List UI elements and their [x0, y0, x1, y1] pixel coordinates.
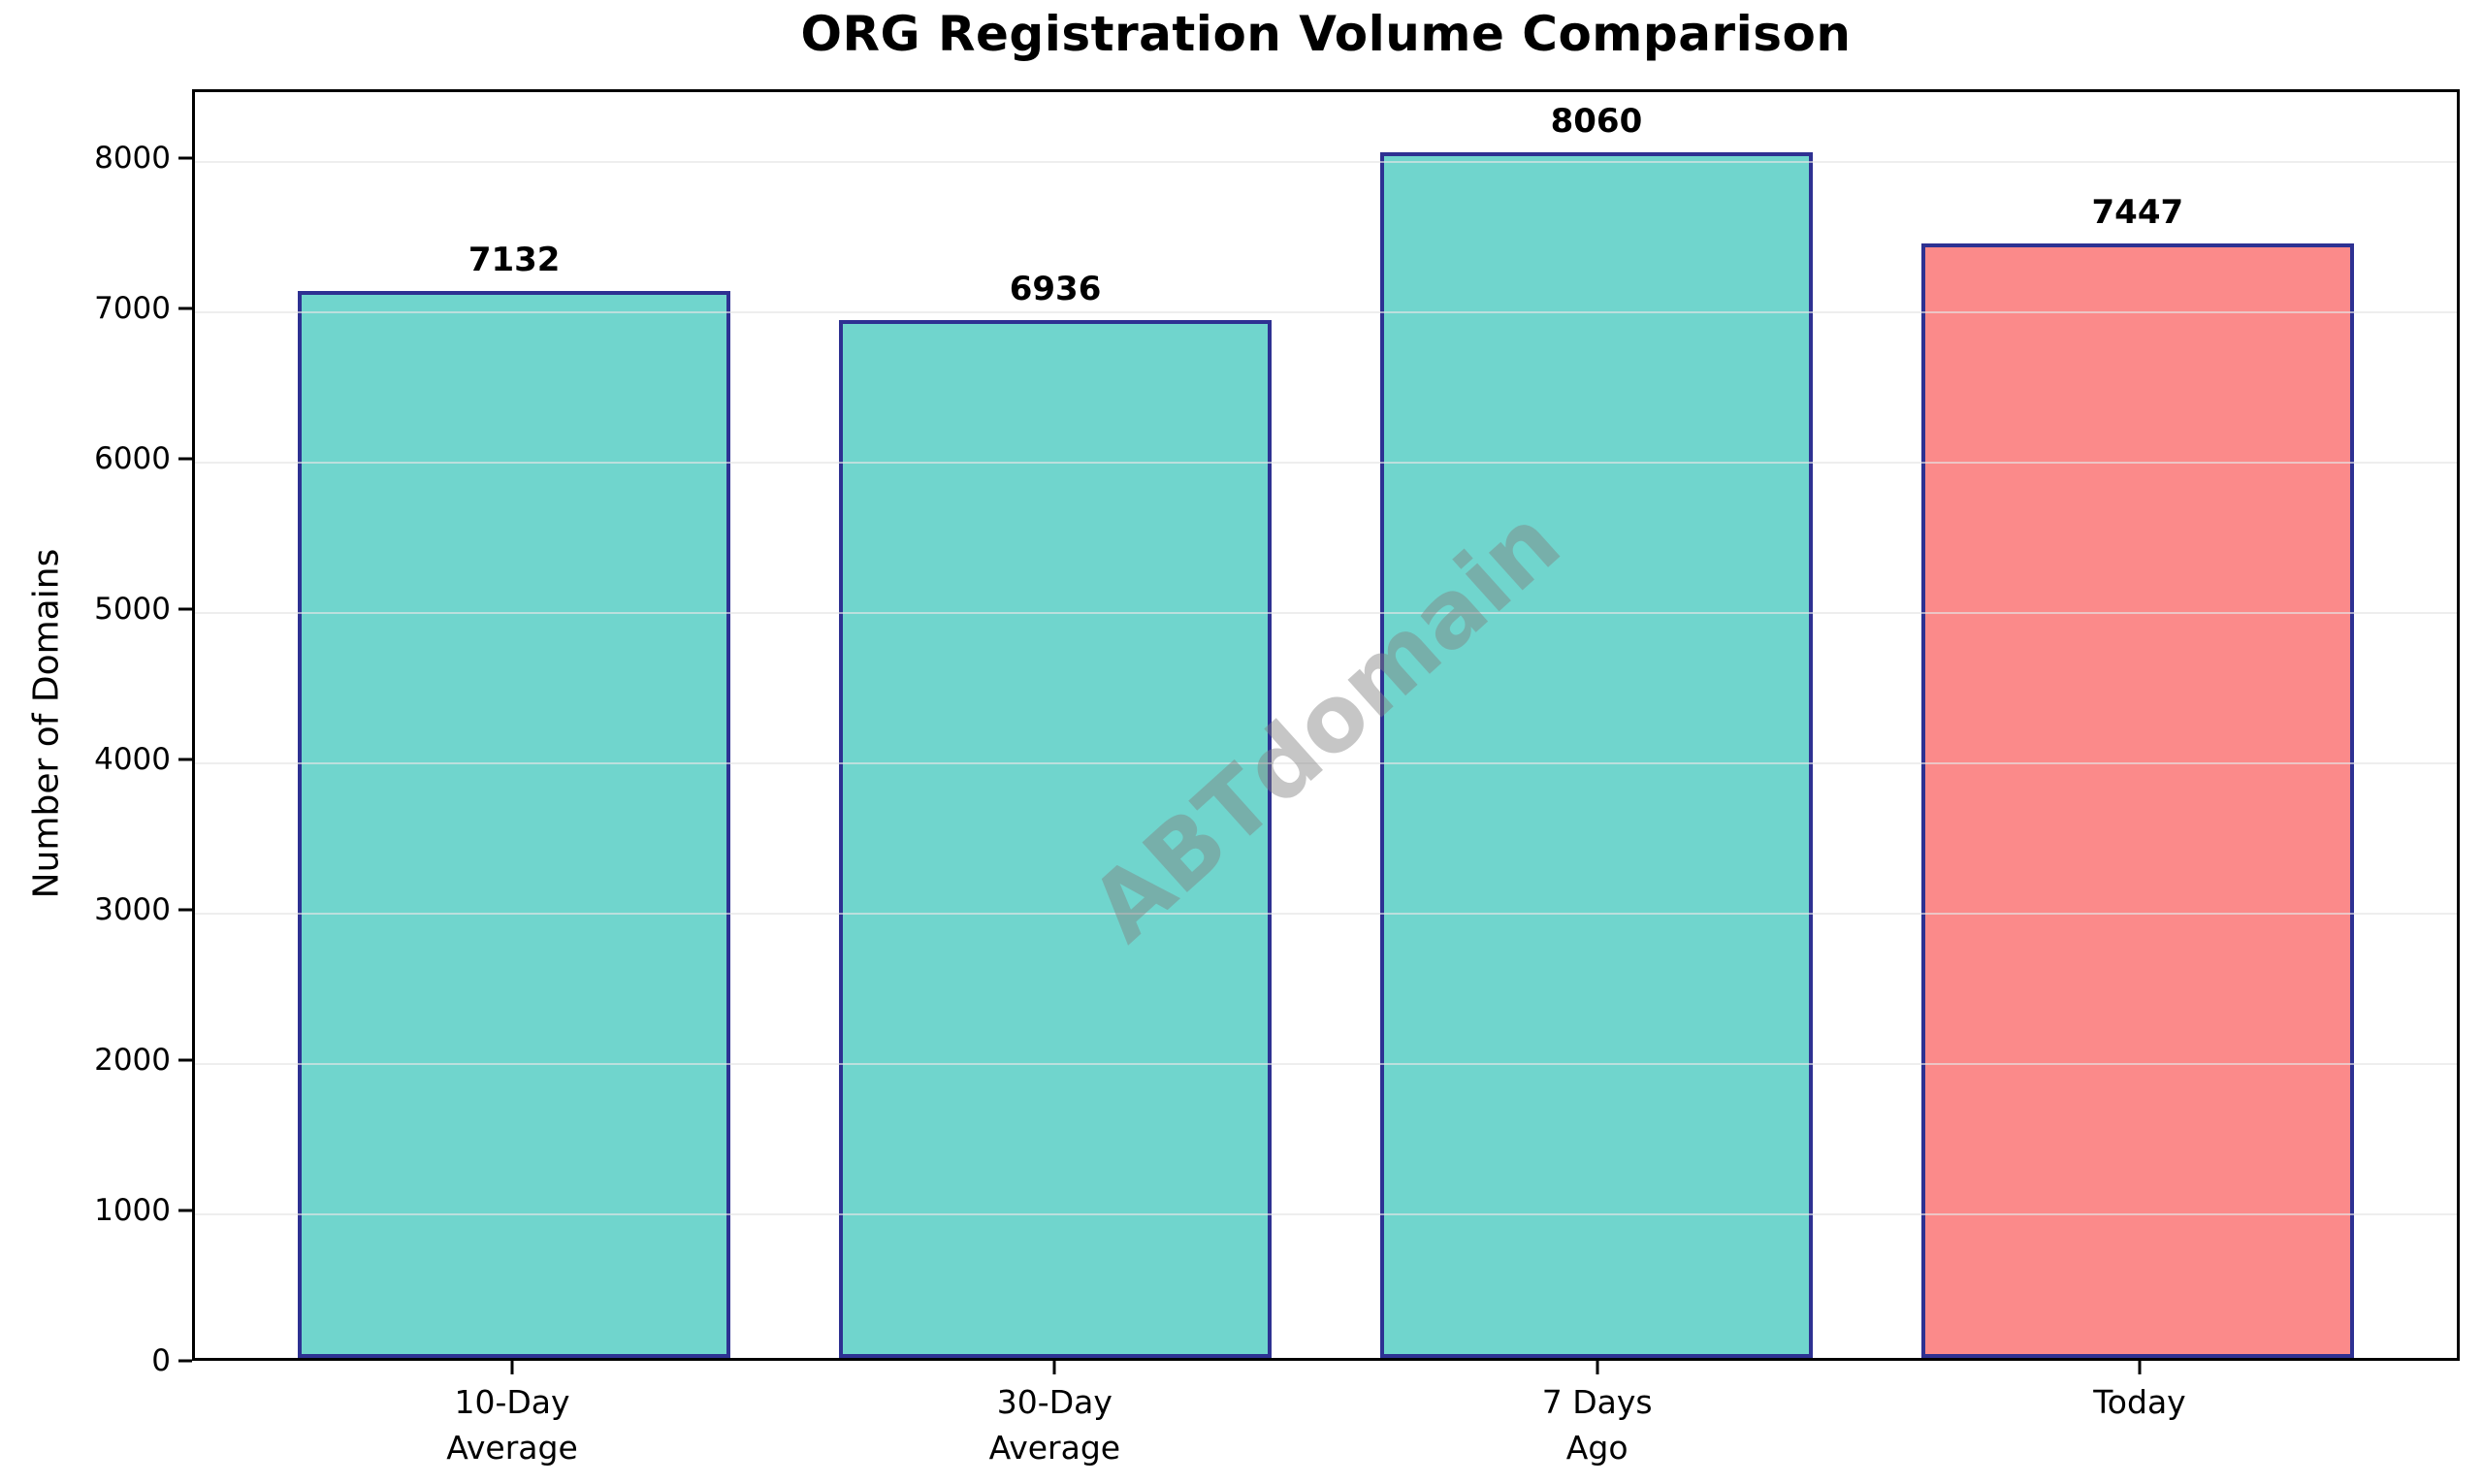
y-tick-label-0: 0	[151, 1343, 171, 1378]
bar-3	[1379, 151, 1814, 1358]
x-tick-mark-1	[510, 1361, 514, 1374]
y-tick-label-3000: 3000	[94, 892, 171, 928]
y-tick-mark-2000	[178, 1058, 192, 1062]
bar-value-label-1: 7132	[468, 240, 561, 279]
x-tick-label-3: 7 Days Ago	[1355, 1380, 1840, 1471]
x-tick-label-line: 7 Days	[1541, 1383, 1653, 1421]
x-tick-label-line: Average	[988, 1428, 1121, 1467]
x-tick-label-line: 30-Day	[996, 1383, 1113, 1421]
y-tick-label-7000: 7000	[94, 291, 171, 327]
y-tick-mark-8000	[178, 156, 192, 160]
bar-value-label-3: 8060	[1550, 101, 1643, 141]
chart-title: ORG Registration Volume Comparison	[800, 6, 1852, 62]
y-tick-label-4000: 4000	[94, 742, 171, 778]
plot-area: 7132 6936 8060 7447 ABTdomain	[192, 89, 2460, 1361]
x-tick-label-1: 10-Day Average	[270, 1380, 755, 1471]
y-tick-mark-6000	[178, 457, 192, 461]
y-tick-mark-4000	[178, 758, 192, 761]
x-tick-label-2: 30-Day Average	[812, 1380, 1297, 1471]
y-tick-mark-1000	[178, 1209, 192, 1212]
x-tick-label-line: Today	[2093, 1383, 2186, 1421]
x-tick-mark-4	[2138, 1361, 2142, 1374]
bar-1	[298, 290, 731, 1358]
y-tick-label-1000: 1000	[94, 1193, 171, 1229]
x-tick-mark-3	[1596, 1361, 1599, 1374]
x-tick-mark-2	[1052, 1361, 1056, 1374]
y-tick-label-2000: 2000	[94, 1043, 171, 1079]
x-tick-label-line: 10-Day	[454, 1383, 570, 1421]
x-tick-label-line: Average	[446, 1428, 578, 1467]
bar-4	[1920, 243, 2354, 1358]
y-tick-label-5000: 5000	[94, 592, 171, 628]
gridline-8000	[195, 161, 2457, 164]
bar-value-label-4: 7447	[2091, 193, 2184, 233]
y-tick-mark-7000	[178, 306, 192, 310]
bar-value-label-2: 6936	[1009, 270, 1102, 309]
x-tick-label-4: Today	[1897, 1380, 2382, 1426]
y-tick-label-6000: 6000	[94, 441, 171, 477]
bar-2	[838, 320, 1273, 1358]
x-tick-label-line: Ago	[1565, 1428, 1628, 1467]
y-tick-mark-0	[178, 1359, 192, 1363]
y-tick-mark-5000	[178, 607, 192, 611]
y-tick-mark-3000	[178, 908, 192, 912]
y-tick-label-8000: 8000	[94, 141, 171, 177]
